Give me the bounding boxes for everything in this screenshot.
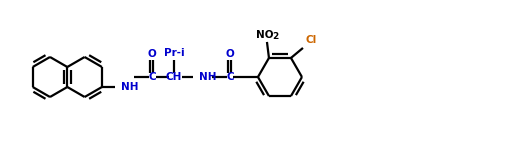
Text: C: C [148,72,156,82]
Text: Cl: Cl [305,35,317,45]
Text: NH: NH [121,82,139,92]
Text: CH: CH [166,72,182,82]
Text: Pr-i: Pr-i [164,48,184,58]
Text: C: C [226,72,234,82]
Text: 2: 2 [272,32,278,41]
Text: O: O [148,49,157,59]
Text: O: O [226,49,234,59]
Text: NO: NO [256,30,273,40]
Text: NH: NH [199,72,216,82]
